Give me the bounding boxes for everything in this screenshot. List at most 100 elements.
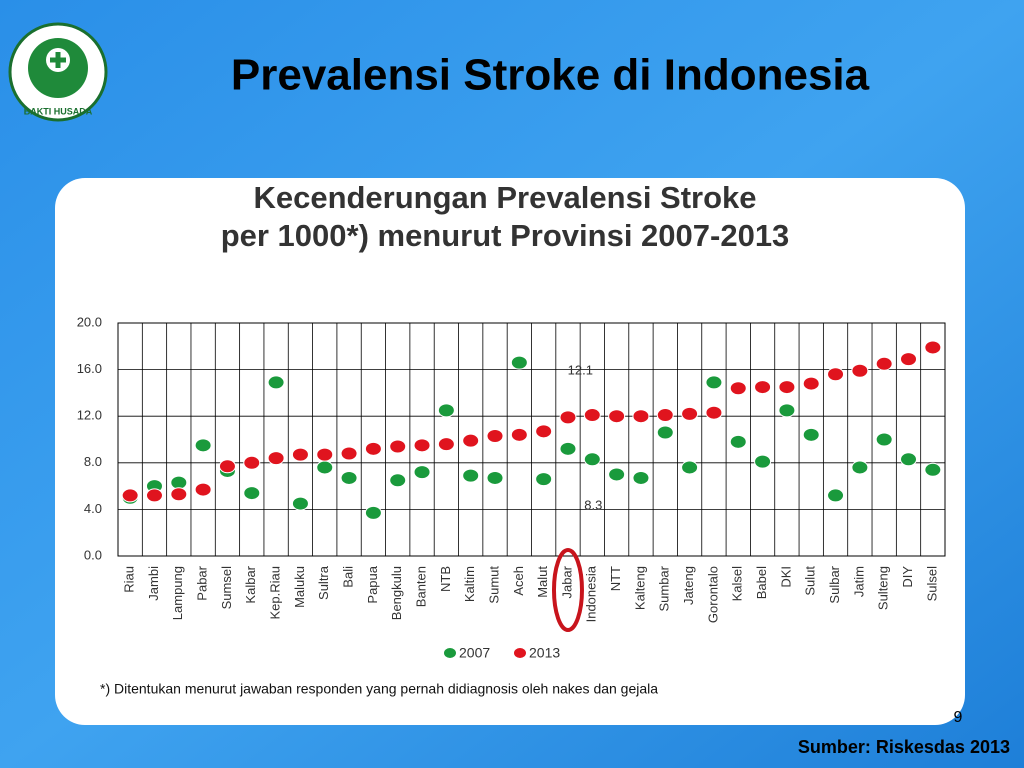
x-tick-label: Sulteng	[876, 566, 891, 610]
x-tick-label: Gorontalo	[705, 566, 720, 623]
x-tick-label: Sulsel	[924, 566, 939, 602]
dot	[291, 496, 309, 511]
x-tick-label: Sumut	[486, 566, 501, 604]
dot	[754, 454, 772, 469]
plot: 0.0 4.0 8.0 12.0 16.0 20.0 Riau Jambi Lampung Pab…	[77, 314, 946, 661]
chart-title: per 1000*) menurut Provinsi 2007-2013	[221, 218, 790, 253]
dot	[218, 459, 236, 474]
dot	[170, 475, 188, 490]
dot	[754, 380, 772, 395]
x-tick-label: Sulbar	[827, 565, 842, 603]
x-tick-label: Kalbar	[243, 565, 258, 603]
dot	[340, 470, 358, 485]
x-tick-label: DIY	[900, 566, 915, 588]
dot	[462, 433, 480, 448]
y-tick-label: 16.0	[77, 361, 102, 376]
logo-text: BAKTI HUSADA	[24, 106, 93, 116]
x-tick-label: Lampung	[170, 566, 185, 620]
dot	[900, 452, 918, 467]
logo: BAKTI HUSADA	[8, 22, 108, 122]
dot	[316, 447, 334, 462]
dot	[389, 473, 407, 488]
dot	[267, 451, 285, 466]
dot	[486, 429, 504, 444]
dot	[608, 467, 626, 482]
dot	[243, 486, 261, 501]
y-tick-label: 4.0	[84, 501, 102, 516]
dot	[437, 437, 455, 452]
dot	[802, 427, 820, 442]
x-tick-label: Sumbar	[657, 565, 672, 611]
x-tick-label: Sulut	[803, 566, 818, 596]
chart-title: Kecenderungan Prevalensi Stroke	[253, 180, 756, 215]
x-tick-label: Jambi	[146, 566, 161, 601]
dot	[705, 405, 723, 420]
y-tick-label: 20.0	[77, 314, 102, 329]
dot	[729, 381, 747, 396]
dot	[656, 425, 674, 440]
dot	[632, 409, 650, 424]
dot	[121, 488, 139, 503]
dot	[681, 406, 699, 421]
dot	[462, 468, 480, 483]
dot	[632, 470, 650, 485]
x-tick-label: Banten	[413, 566, 428, 607]
dot	[145, 488, 163, 503]
x-tick-label: Kalsel	[730, 566, 745, 602]
x-tick-label: Maluku	[292, 566, 307, 608]
dot	[510, 355, 528, 370]
dot	[900, 352, 918, 367]
dot	[583, 452, 601, 467]
dot	[656, 408, 674, 423]
x-tick-label: DKI	[778, 566, 793, 588]
dot	[316, 460, 334, 475]
annotation: 8.3	[584, 497, 602, 512]
footnote: *) Ditentukan menurut jawaban responden …	[100, 681, 658, 697]
x-tick-label: Kep.Riau	[268, 566, 283, 619]
dot	[608, 409, 626, 424]
x-tick-label: Pabar	[195, 565, 210, 600]
highlight	[551, 548, 584, 632]
dot	[851, 363, 869, 378]
legend-marker	[444, 648, 456, 658]
dot	[851, 460, 869, 475]
dot	[705, 375, 723, 390]
dot	[827, 488, 845, 503]
legend-label: 2013	[529, 645, 560, 661]
page-number: 9	[954, 709, 963, 726]
dot	[778, 380, 796, 395]
x-tick-label: Riau	[122, 566, 137, 593]
dot	[486, 470, 504, 485]
annotation: 12.1	[568, 362, 593, 377]
dot	[778, 403, 796, 418]
dot	[437, 403, 455, 418]
x-tick-label: NTB	[438, 566, 453, 592]
x-tick-label: Sultra	[316, 565, 331, 600]
x-tick-label: Aceh	[511, 566, 526, 596]
dot	[535, 472, 553, 487]
x-tick-label: Indonesia	[584, 565, 599, 622]
dot	[267, 375, 285, 390]
dot	[364, 505, 382, 520]
x-tick-label: Kalteng	[632, 566, 647, 610]
dot	[194, 438, 212, 453]
dot	[510, 427, 528, 442]
x-tick-label: Malut	[535, 566, 550, 598]
legend-label: 2007	[459, 645, 490, 661]
dot	[559, 441, 577, 456]
dot	[413, 465, 431, 480]
dot	[364, 441, 382, 456]
source: Sumber: Riskesdas 2013	[798, 737, 1010, 757]
y-tick-label: 0.0	[84, 547, 102, 562]
dot	[875, 356, 893, 371]
dot	[559, 410, 577, 425]
x-tick-label: Jabar	[559, 565, 574, 598]
legend-marker	[514, 648, 526, 658]
x-tick-label: Bengkulu	[389, 566, 404, 620]
dot	[243, 455, 261, 470]
x-tick-label: Babel	[754, 566, 769, 599]
x-tick-label: Jateng	[681, 566, 696, 605]
x-tick-label: Bali	[341, 566, 356, 588]
dot	[389, 439, 407, 454]
